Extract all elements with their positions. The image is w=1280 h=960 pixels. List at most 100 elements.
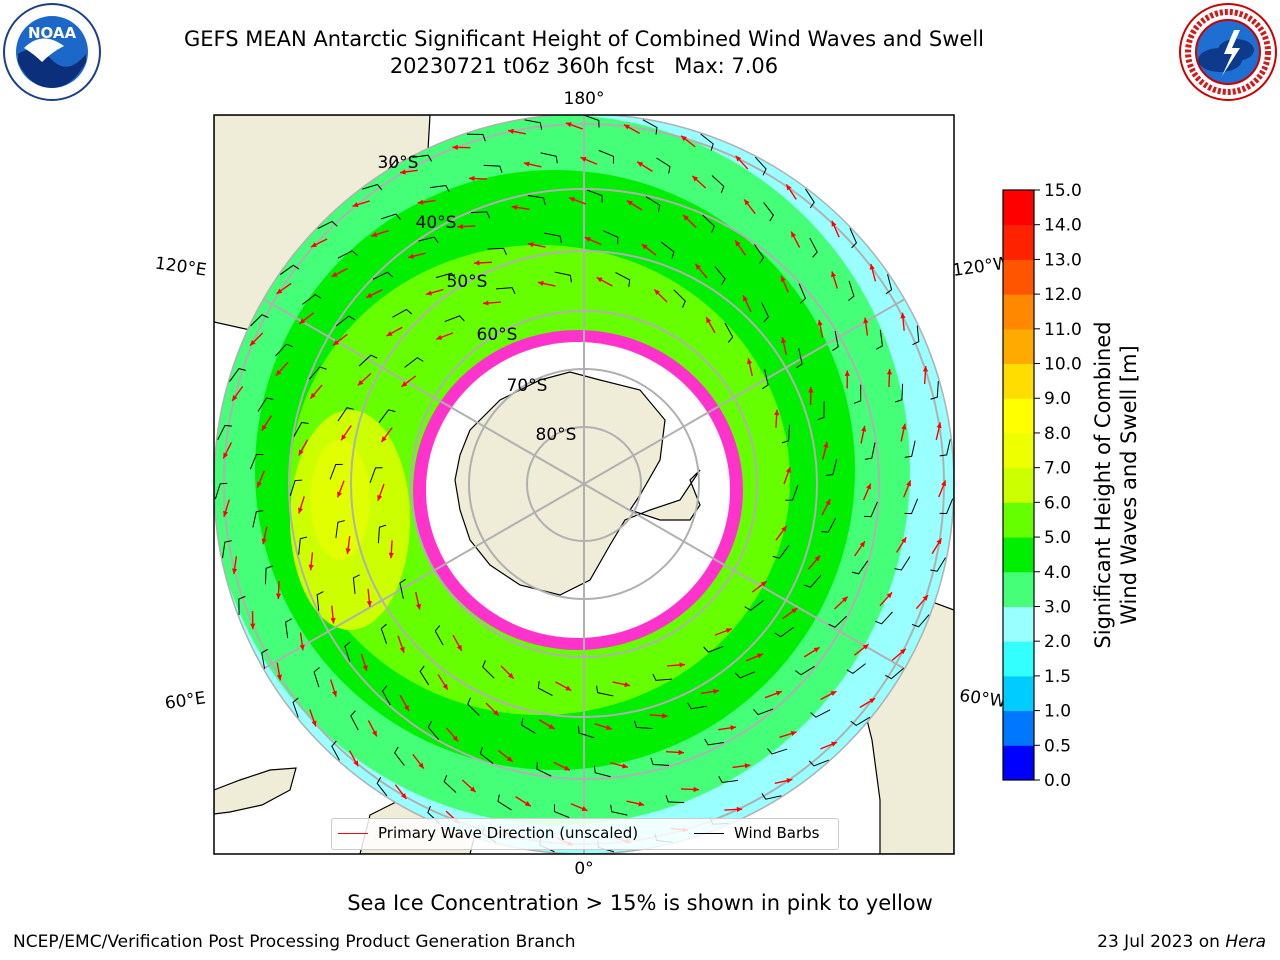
wave-direction-arrowhead — [311, 720, 317, 727]
wind-barb — [821, 517, 837, 533]
wave-direction-arrowhead — [298, 449, 304, 456]
wind-barb — [761, 302, 770, 323]
noaa-logo-text: NOAA — [28, 24, 77, 42]
wind-barb — [864, 442, 876, 460]
wave-direction-arrowhead — [693, 786, 700, 793]
wave-direction-arrowhead — [457, 223, 463, 230]
wind-barb — [853, 384, 862, 404]
wind-barb — [527, 194, 546, 205]
wave-direction-arrowhead — [345, 548, 351, 555]
wave-direction-arrowhead — [746, 358, 753, 365]
wind-barb — [496, 287, 516, 295]
wave-direction-arrowhead — [415, 603, 422, 610]
wave-direction-arrowhead — [623, 124, 630, 130]
colorbar-band — [1003, 537, 1034, 573]
wave-direction-arrowhead — [249, 339, 256, 346]
wind-barb — [593, 765, 611, 778]
wave-direction-arrowhead — [662, 713, 668, 719]
wind-barb — [652, 673, 672, 681]
wave-direction-arrowhead — [401, 793, 407, 799]
wind-barb — [895, 383, 904, 403]
wave-direction-arrowhead — [900, 312, 906, 319]
wind-barb — [810, 709, 831, 718]
wind-barb — [848, 280, 855, 301]
wave-direction-arrowhead — [331, 690, 337, 697]
wave-direction-arrowhead — [408, 253, 415, 259]
wave-direction-arrowhead — [735, 155, 742, 162]
wind-barb — [292, 697, 299, 718]
wind-barb — [553, 804, 570, 819]
wave-direction-arrowhead — [371, 730, 377, 737]
colorbar-tick-label: 4.0 — [1044, 563, 1071, 583]
colorbar-tick-label: 3.0 — [1044, 597, 1071, 617]
wave-direction-arrowhead — [508, 672, 514, 679]
wind-barb — [711, 175, 725, 194]
wave-direction-arrowhead — [678, 749, 685, 755]
colorbar-band — [1003, 432, 1034, 469]
wind-barb — [704, 738, 725, 746]
wind-barb — [586, 189, 603, 203]
colorbar-tick-label: 1.5 — [1044, 667, 1071, 687]
wind-barb — [809, 237, 818, 258]
wave-direction-arrowhead — [941, 480, 946, 487]
wave-direction-arrowhead — [622, 763, 628, 769]
wave-direction-arrowhead — [906, 480, 911, 487]
wind-barb — [524, 119, 543, 130]
wave-direction-arrowhead — [366, 601, 372, 607]
wind-barb — [298, 536, 308, 555]
wind-barb — [380, 623, 388, 644]
wind-barb — [381, 685, 391, 706]
wind-barb — [337, 407, 354, 422]
colorbar-tick-label: 9.0 — [1044, 389, 1071, 409]
lat-label-40s: 40°S — [416, 213, 457, 233]
lon-label-0: 0° — [574, 859, 593, 879]
wind-barb — [660, 241, 675, 259]
wind-barb — [544, 232, 562, 244]
wind-barb — [497, 794, 512, 811]
wind-barb — [939, 439, 951, 457]
wave-direction-arrowhead — [844, 370, 850, 376]
colorbar-tick-label: 13.0 — [1044, 250, 1082, 270]
wind-barb — [874, 611, 893, 625]
wave-direction-arrowhead — [353, 760, 359, 767]
wind-barb — [885, 667, 904, 680]
wind-barb — [645, 196, 661, 213]
wind-barb — [864, 501, 878, 518]
wind-barb — [378, 409, 396, 423]
colorbar-band — [1003, 745, 1034, 781]
wave-direction-arrowhead — [736, 806, 743, 812]
wave-direction-arrowhead — [813, 647, 820, 653]
wind-barb — [817, 401, 825, 421]
wind-barb — [687, 702, 708, 710]
wave-direction-arrowhead — [508, 128, 514, 135]
wave-direction-arrowhead — [786, 184, 792, 191]
wave-direction-arrowhead — [563, 765, 570, 771]
wind-barb — [372, 271, 393, 280]
wind-barb — [380, 213, 401, 220]
nws-logo — [1179, 3, 1277, 101]
wind-barb — [289, 479, 303, 496]
wave-direction-arrowhead — [341, 434, 347, 441]
wave-direction-arrowhead — [275, 369, 282, 376]
wave-direction-arrowhead — [371, 231, 378, 237]
wave-direction-arrowhead — [791, 231, 797, 238]
wave-direction-arrowhead — [900, 648, 906, 655]
wave-direction-arrowhead — [859, 541, 865, 548]
wave-direction-arrowhead — [825, 499, 831, 506]
wave-direction-arrowhead — [756, 653, 763, 659]
wind-barb — [331, 740, 340, 761]
wave-direction-arrowhead — [781, 525, 787, 532]
wind-barb — [911, 614, 930, 628]
lon-label-180: 180° — [564, 89, 605, 109]
wave-direction-arrowhead — [725, 628, 732, 634]
colorbar-label-line1: Significant Height of Combined — [1091, 321, 1115, 649]
wind-barb — [444, 315, 465, 323]
wind-barb — [894, 556, 911, 571]
chart-title: GEFS MEAN Antarctic Significant Height o… — [183, 27, 985, 51]
wind-barb — [781, 424, 791, 444]
wave-direction-arrowhead — [692, 175, 699, 182]
wind-barb — [540, 152, 558, 164]
wind-barb — [412, 154, 433, 162]
wind-barb — [762, 369, 769, 390]
wave-direction-arrowhead — [817, 319, 823, 326]
